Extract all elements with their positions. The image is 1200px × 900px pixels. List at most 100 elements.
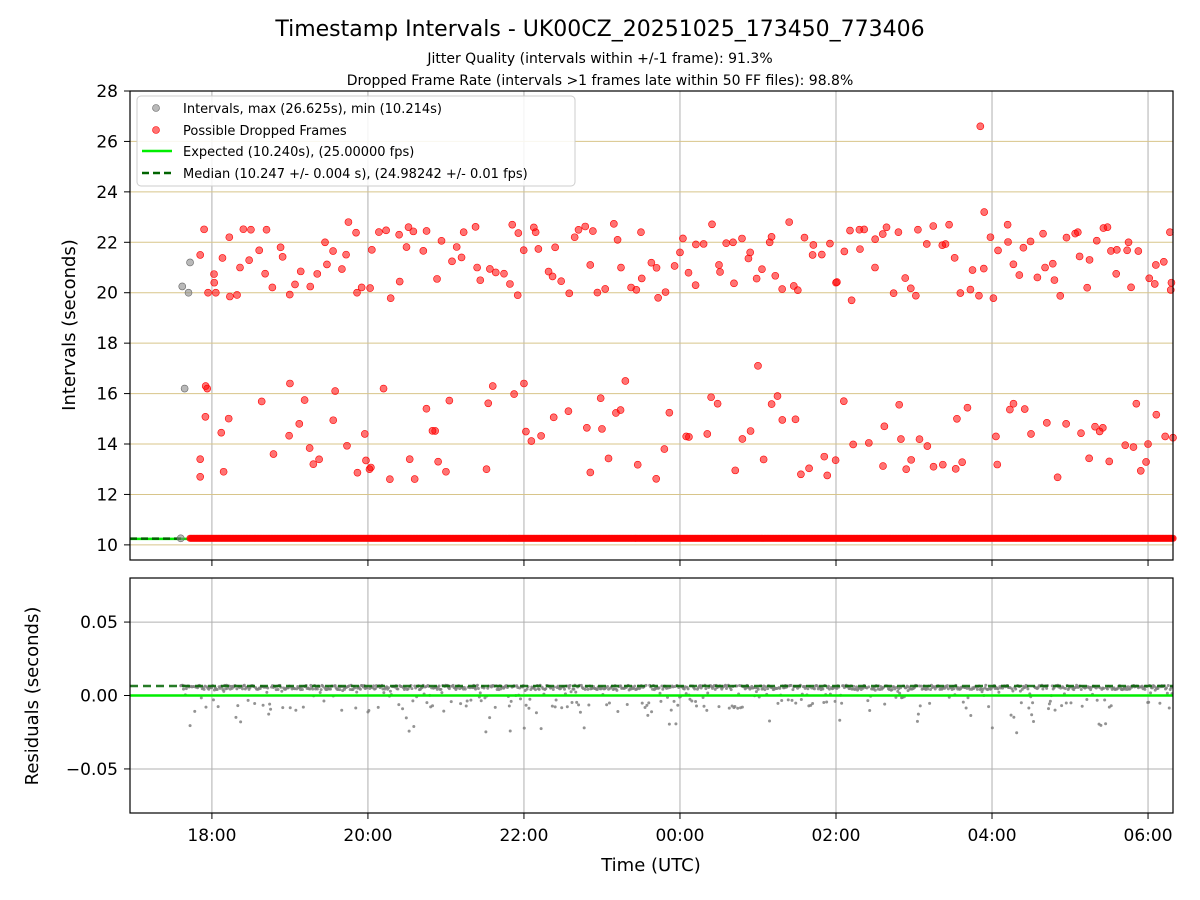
residual-point — [1167, 706, 1171, 710]
dropped-frame-point — [894, 228, 903, 237]
residual-point — [1147, 700, 1151, 704]
dropped-frame-point — [1142, 458, 1150, 466]
residual-point — [883, 702, 887, 706]
residuals-y-axis: 0.05 0.00 −0.05 — [66, 613, 130, 780]
residual-point — [294, 708, 298, 712]
intervals-y-tick-label: 14 — [96, 435, 118, 455]
residual-point — [615, 688, 619, 692]
dropped-frame-point — [692, 240, 700, 249]
residual-point — [567, 686, 571, 690]
residual-point — [1009, 713, 1013, 717]
dropped-frame-point — [778, 416, 787, 424]
residual-point — [1085, 697, 1089, 701]
dropped-frame-point — [295, 420, 304, 428]
residual-point — [702, 704, 706, 708]
dropped-frame-point — [958, 458, 966, 466]
residual-point — [661, 687, 665, 691]
dropped-frame-point — [929, 222, 938, 230]
residual-point — [318, 690, 322, 694]
residual-point — [266, 686, 270, 690]
interval-point — [178, 282, 187, 291]
dropped-frame-point — [405, 455, 414, 463]
residual-point — [474, 687, 478, 691]
dropped-frame-point — [1015, 271, 1024, 279]
x-tick-label: 22:00 — [499, 826, 548, 846]
dropped-frame-point — [574, 225, 583, 234]
residuals-panel: 0.05 0.00 −0.05 18:00 20:00 22:00 00:00 02:00 0… — [22, 577, 1174, 876]
dropped-frame-point — [218, 254, 227, 262]
residual-point — [694, 700, 698, 704]
dropped-frame-point — [1083, 283, 1091, 292]
dropped-frame-point — [975, 291, 983, 300]
residual-point — [440, 691, 444, 695]
dropped-frame-point — [901, 274, 910, 282]
dropped-frame-point — [889, 289, 898, 298]
residual-point — [451, 683, 455, 687]
dropped-frame-point — [1134, 247, 1143, 255]
residual-point — [464, 704, 468, 708]
residual-point — [582, 726, 586, 730]
dropped-frame-point — [433, 275, 441, 283]
residual-point — [188, 724, 192, 728]
residual-point — [929, 688, 933, 692]
dropped-frame-point — [551, 243, 559, 252]
dropped-frame-point — [637, 228, 645, 237]
residual-point — [827, 684, 831, 688]
dropped-frame-point — [831, 456, 840, 464]
interval-point — [184, 288, 193, 297]
residual-point — [705, 708, 709, 712]
dropped-frame-point — [368, 246, 376, 254]
dropped-frame-point — [820, 452, 829, 461]
residual-point — [469, 698, 473, 702]
dropped-frame-point — [196, 251, 205, 259]
dropped-frame-point — [956, 289, 965, 297]
residual-point — [459, 702, 463, 706]
residual-point — [1099, 723, 1103, 727]
legend-dropped-marker — [152, 126, 160, 134]
residual-point — [896, 689, 900, 693]
residual-point — [619, 684, 623, 688]
dropped-frame-point — [738, 435, 747, 443]
dropped-frame-point — [353, 468, 362, 477]
residual-point — [821, 687, 825, 691]
dropped-frame-point — [826, 239, 834, 248]
residual-point — [222, 689, 226, 693]
residual-point — [488, 716, 492, 720]
dropped-frame-point — [951, 465, 960, 473]
residual-point — [606, 685, 610, 689]
residual-point — [686, 687, 690, 691]
dropped-frame-point — [217, 428, 226, 437]
residual-point — [319, 688, 323, 692]
residual-point — [246, 698, 250, 702]
dropped-frame-point — [1166, 228, 1174, 237]
residual-point — [587, 703, 591, 707]
dropped-frame-point — [914, 225, 922, 234]
residual-point — [199, 696, 203, 700]
dropped-frame-point — [963, 403, 972, 412]
dropped-frame-point — [613, 235, 622, 244]
residual-point — [572, 687, 576, 691]
intervals-x-ticks — [211, 560, 1149, 566]
residual-point — [786, 698, 790, 702]
dropped-frame-point — [352, 228, 360, 237]
residual-point — [226, 686, 230, 690]
residual-point — [646, 713, 650, 717]
dropped-frame-point — [321, 238, 329, 247]
residuals-y-axis-label: Residuals (seconds) — [22, 607, 43, 786]
dropped-frame-point — [1039, 229, 1047, 238]
dropped-frame-point — [800, 233, 809, 242]
dropped-frame-point — [549, 413, 558, 422]
legend-expected-label: Expected (10.240s), (25.00000 fps) — [183, 145, 414, 160]
residual-point — [658, 691, 662, 695]
dropped-frame-point — [476, 276, 485, 285]
residual-point — [866, 699, 870, 703]
dropped-frame-point — [300, 396, 309, 404]
residual-point — [239, 720, 243, 724]
dropped-frame-point — [923, 442, 932, 450]
dropped-frame-point — [1129, 443, 1138, 451]
residual-point — [300, 687, 304, 691]
residual-point — [1128, 687, 1132, 691]
dropped-frame-point — [309, 460, 318, 468]
intervals-y-tick-label: 26 — [96, 132, 118, 152]
dropped-frame-point — [809, 241, 818, 249]
